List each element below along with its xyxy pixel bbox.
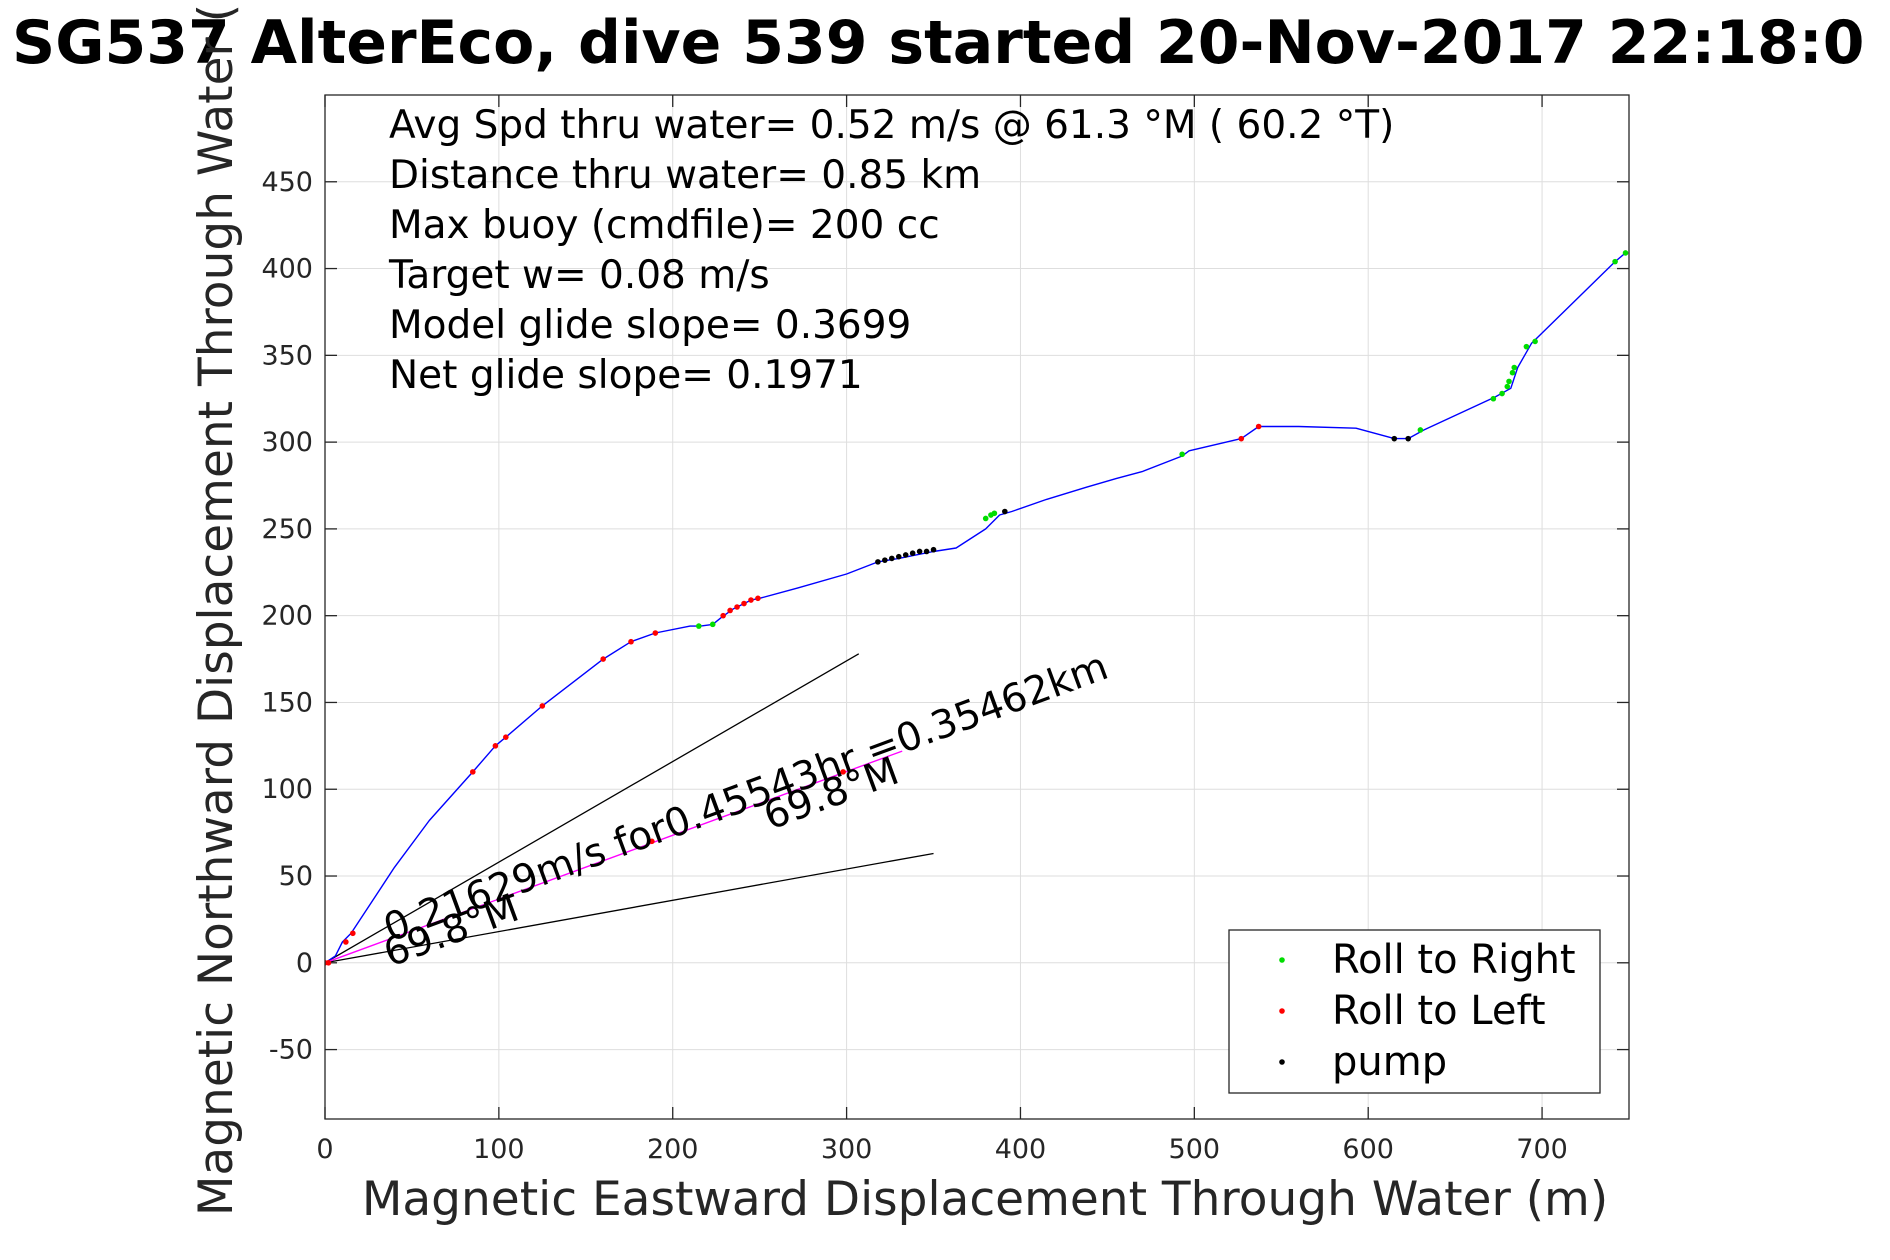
heading-guide-line (325, 653, 860, 964)
info-text-block: Avg Spd thru water= 0.52 m/s @ 61.3 °M (… (388, 103, 1394, 398)
marker-pump (909, 550, 916, 556)
marker-roll-left (652, 630, 659, 636)
y-tick-label: 200 (261, 601, 313, 632)
y-tick-label: 450 (261, 167, 313, 198)
x-tick-label: 100 (473, 1134, 525, 1165)
marker-roll-left (840, 769, 846, 775)
legend-box (1228, 929, 1601, 1094)
marker-roll-right (991, 510, 998, 517)
y-tick-label: -50 (269, 1035, 313, 1066)
marker-roll-right (1532, 338, 1538, 345)
marker-roll-left (503, 734, 509, 740)
marker-roll-right (982, 515, 989, 522)
info-line-avg-speed: Avg Spd thru water= 0.52 m/s @ 61.3 °M (… (389, 103, 1394, 148)
axis-ticks: 0 100 200 300 400 500 600 700 -50 0 50 100 150 200 250… (261, 95, 1629, 1165)
marker-roll-left (734, 604, 740, 610)
marker-roll-left (343, 939, 349, 945)
marker-pump (923, 548, 930, 555)
marker-roll-right (1417, 427, 1424, 433)
plot-frame (324, 94, 1630, 1120)
y-tick-label: 50 (279, 861, 313, 892)
marker-roll-left (492, 743, 499, 749)
chart-title: SG537 AlterEco, dive 539 started 20-Nov-… (12, 8, 1865, 78)
marker-roll-left (628, 638, 634, 645)
x-tick-label: 500 (1169, 1134, 1221, 1165)
marker-pump (930, 546, 937, 553)
marker-pump (916, 548, 923, 555)
marker-roll-left (469, 769, 476, 775)
marker-roll-left (720, 612, 726, 619)
marker-roll-left (1255, 423, 1262, 430)
x-tick-label: 600 (1342, 1134, 1394, 1165)
series-current-line (325, 750, 903, 964)
marker-pump (895, 553, 902, 560)
legend: Roll to Right Roll to Left pump (1228, 929, 1601, 1094)
marker-roll-right (1612, 258, 1618, 265)
marker-roll-left (325, 959, 332, 966)
marker-roll-left (600, 656, 606, 662)
x-tick-label: 400 (995, 1134, 1047, 1165)
marker-roll-left (727, 607, 733, 614)
markers-layer (325, 250, 1629, 966)
marker-roll-right (1523, 343, 1530, 350)
marker-roll-right (1179, 451, 1185, 458)
marker-roll-right (1506, 378, 1512, 385)
y-tick-label: 300 (261, 427, 313, 458)
marker-pump (1405, 435, 1411, 442)
marker-roll-left (539, 703, 546, 709)
y-tick-label: 400 (261, 254, 313, 285)
legend-marker-roll-left (1279, 1008, 1285, 1014)
x-tick-label: 300 (821, 1134, 873, 1165)
legend-marker-roll-right (1279, 957, 1285, 963)
x-tick-label: 700 (1516, 1134, 1568, 1165)
marker-pump (902, 552, 909, 558)
marker-pump (882, 557, 888, 563)
x-tick-label: 0 (316, 1134, 333, 1165)
marker-roll-left (1238, 435, 1245, 442)
marker-roll-right (1490, 395, 1497, 402)
y-tick-label: 0 (296, 948, 313, 979)
y-axis-label: Magnetic Northward Displacement Through … (189, 4, 244, 1216)
info-line-model-glide: Model glide slope= 0.3699 (389, 303, 911, 348)
y-tick-label: 250 (261, 514, 313, 545)
x-tick-label: 200 (647, 1134, 699, 1165)
info-line-distance: Distance thru water= 0.85 km (389, 153, 981, 198)
info-line-target-w: Target w= 0.08 m/s (388, 253, 770, 298)
x-axis-label: Magnetic Eastward Displacement Through W… (362, 1172, 1608, 1227)
marker-roll-right (709, 621, 716, 628)
legend-label-roll-left: Roll to Left (1332, 988, 1546, 1034)
marker-roll-left (748, 597, 754, 603)
legend-label-roll-right: Roll to Right (1332, 937, 1576, 983)
heading-guide-line (325, 852, 934, 964)
y-tick-label: 150 (261, 687, 313, 718)
y-tick-label: 100 (261, 774, 313, 805)
marker-roll-right (1622, 250, 1629, 256)
marker-pump (889, 555, 895, 562)
marker-pump (875, 559, 881, 565)
heading-guide-lines (325, 653, 934, 964)
info-line-net-glide: Net glide slope= 0.1971 (389, 353, 863, 398)
marker-pump (1002, 508, 1008, 515)
marker-roll-left (755, 595, 761, 602)
marker-roll-left (741, 600, 747, 607)
marker-pump (1391, 435, 1398, 442)
legend-marker-pump (1279, 1059, 1285, 1065)
legend-label-pump: pump (1332, 1039, 1447, 1085)
marker-roll-right (696, 623, 702, 629)
marker-roll-right (1511, 364, 1518, 371)
marker-roll-left (649, 838, 655, 845)
info-line-max-buoy: Max buoy (cmdfile)= 200 cc (389, 203, 940, 248)
marker-roll-right (1509, 369, 1516, 376)
marker-roll-left (350, 930, 356, 937)
y-tick-label: 350 (261, 340, 313, 371)
marker-roll-right (1499, 390, 1505, 397)
marker-roll-right (1504, 383, 1511, 390)
